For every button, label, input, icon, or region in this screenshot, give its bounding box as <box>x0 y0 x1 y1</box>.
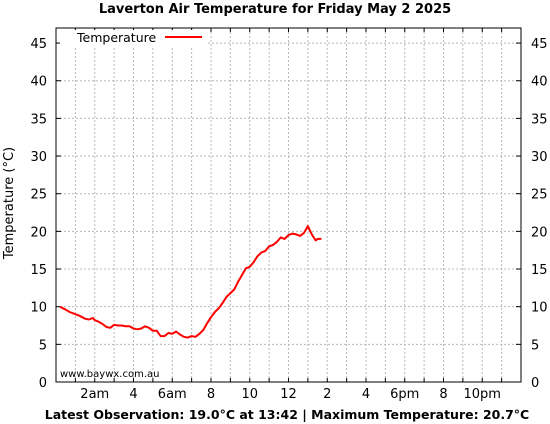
chart-title: Laverton Air Temperature for Friday May … <box>99 2 451 17</box>
y-tick-label-right: 45 <box>531 37 548 52</box>
x-tick-label: 10 <box>241 387 258 402</box>
grid <box>56 28 521 382</box>
x-tick-label: 2 <box>323 387 331 402</box>
y-tick-label-left: 30 <box>30 150 47 165</box>
x-tick-label: 6pm <box>390 387 419 402</box>
legend-label: Temperature <box>76 30 156 45</box>
x-tick-label: 10pm <box>464 387 501 402</box>
y-tick-label-right: 15 <box>531 263 548 278</box>
y-tick-label-left: 10 <box>30 301 47 316</box>
y-tick-label-left: 20 <box>30 225 47 240</box>
axes: 0 0 5 5 10 10 15 15 20 20 25 25 30 30 35 35 40 40 45 45 2am 4… <box>30 28 548 402</box>
y-tick-label-left: 5 <box>39 338 47 353</box>
footer-text: Latest Observation: 19.0°C at 13:42 | Ma… <box>45 407 529 422</box>
y-tick-label-right: 30 <box>531 150 548 165</box>
temperature-line <box>59 225 322 339</box>
y-tick-label-left: 45 <box>30 37 47 52</box>
y-tick-label-right: 0 <box>531 376 539 391</box>
x-tick-label: 8 <box>439 387 447 402</box>
y-tick-label-left: 35 <box>30 112 47 127</box>
y-tick-label-right: 10 <box>531 301 548 316</box>
credit-text: www.baywx.com.au <box>60 369 159 380</box>
legend: Temperature <box>60 30 208 46</box>
x-tick-label: 8 <box>207 387 215 402</box>
x-tick-label: 4 <box>129 387 137 402</box>
legend-box <box>60 30 208 46</box>
y-tick-label-right: 35 <box>531 112 548 127</box>
y-axis-label: Temperature (°C) <box>2 147 17 260</box>
y-tick-label-right: 25 <box>531 188 548 203</box>
y-tick-label-right: 40 <box>531 75 548 90</box>
y-tick-label-left: 40 <box>30 75 47 90</box>
x-tick-label: 2am <box>80 387 109 402</box>
y-tick-label-left: 15 <box>30 263 47 278</box>
plot-frame <box>55 27 522 383</box>
x-tick-label: 4 <box>362 387 370 402</box>
y-tick-label-right: 5 <box>531 338 539 353</box>
x-tick-label: 6am <box>158 387 187 402</box>
series-layer <box>59 225 322 339</box>
y-tick-label-left: 0 <box>39 376 47 391</box>
x-tick-label: 12 <box>280 387 297 402</box>
y-tick-label-right: 20 <box>531 225 548 240</box>
y-tick-label-left: 25 <box>30 188 47 203</box>
